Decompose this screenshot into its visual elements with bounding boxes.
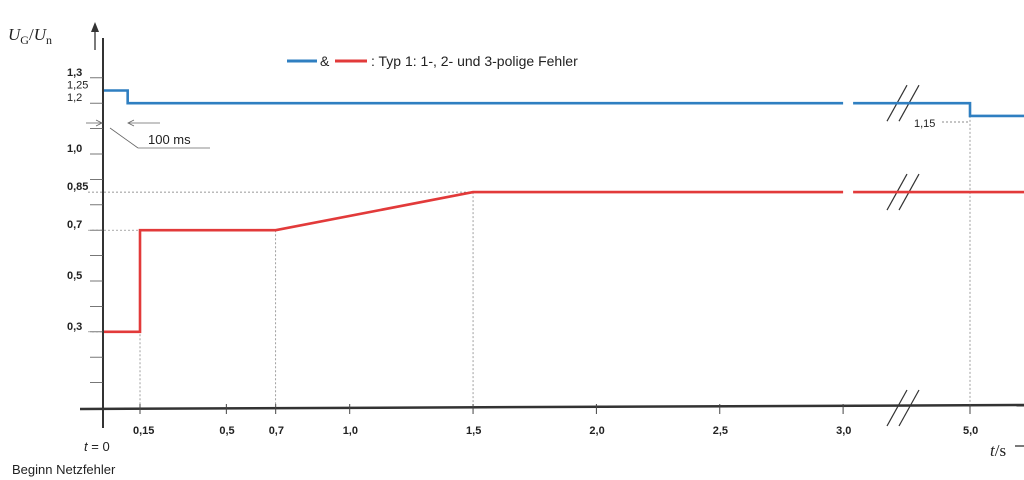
x-tick-label: 0,5 — [219, 425, 234, 437]
y-tick-label: 0,3 — [67, 321, 82, 333]
beginn-netzfehler-label: Beginn Netzfehler — [12, 462, 116, 477]
y-tick-label: 1,2 — [67, 92, 82, 104]
ms100-label: 100 ms — [148, 132, 191, 147]
legend-amp: & — [320, 53, 330, 69]
ms100-arrow-left — [95, 119, 103, 127]
x-tick-label: 0,7 — [269, 425, 284, 437]
y-tick-label: 0,7 — [67, 219, 82, 231]
t0-label: t = 0 — [84, 439, 110, 454]
y-ticks: 1,31,251,2 1,0 0,85 0,7 0,5 0,3 — [67, 67, 103, 384]
axis-break-slash — [898, 389, 920, 427]
x-tick-label: 0,15 — [133, 425, 154, 437]
series-line — [103, 89, 1024, 118]
y-tick-label: 1,3 — [67, 67, 82, 79]
ms100-leader — [109, 127, 139, 149]
y-axis-title: UG/Un — [8, 25, 52, 47]
series-layer — [103, 89, 1024, 334]
y-tick-label: 0,5 — [67, 270, 82, 282]
axis-break-slash — [886, 389, 908, 427]
axis-break-marks — [886, 84, 920, 427]
x-tick-label: 1,0 — [343, 425, 358, 437]
x-axis-title: t/s — [990, 441, 1006, 460]
y-tick-label: 1,25 — [67, 80, 88, 92]
x-ticks: 0,15 0,5 0,7 1,0 1,5 2,0 2,5 3,0 5,0 — [133, 404, 978, 437]
x-axis — [79, 403, 1024, 411]
series-line — [103, 190, 1024, 334]
guide-lines — [88, 115, 971, 404]
x-tick-label: 1,5 — [466, 425, 481, 437]
x-tick-label: 3,0 — [836, 425, 851, 437]
y-tick-label: 0,85 — [67, 181, 88, 193]
legend-text: : Typ 1: 1-, 2- und 3-polige Fehler — [371, 53, 578, 69]
v115-label: 1,15 — [914, 118, 935, 130]
y-arrow-head — [91, 22, 99, 32]
x-tick-label: 5,0 — [963, 425, 978, 437]
x-tick-label: 2,0 — [589, 425, 604, 437]
ms100-arrow-right — [127, 119, 135, 127]
y-tick-label: 1,0 — [67, 143, 82, 155]
x-tick-label: 2,5 — [713, 425, 728, 437]
